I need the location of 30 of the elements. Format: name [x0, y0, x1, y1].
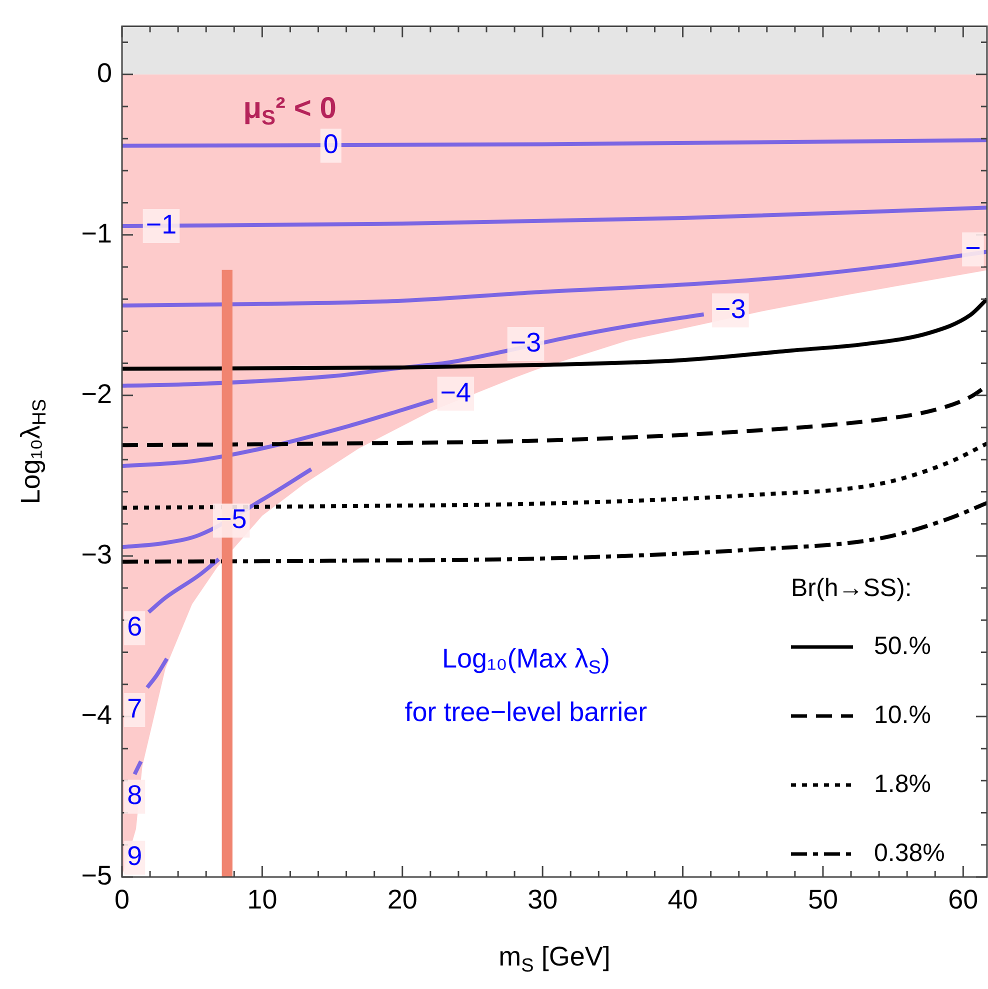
annotation: 0	[323, 129, 338, 160]
annotation: 7	[127, 694, 142, 724]
annotation: 9	[127, 841, 142, 872]
annotation: 6	[127, 612, 142, 642]
x-tick-label: 30	[528, 884, 558, 915]
legend-title: Br(h→SS):	[791, 574, 912, 602]
annotation: for tree−level barrier	[404, 697, 648, 728]
y-axis-title: Log₁₀λHS	[15, 398, 50, 504]
y-tick-label: −2	[81, 378, 112, 409]
x-tick-label: 50	[808, 884, 838, 915]
x-tick-label: 10	[247, 884, 278, 915]
annotation: 8	[127, 780, 142, 810]
annotation: −4	[440, 377, 472, 408]
x-tick-label: 20	[387, 884, 418, 915]
legend-label: 50.%	[874, 632, 931, 660]
legend-label: 10.%	[874, 700, 931, 729]
annotation: −	[965, 232, 981, 263]
legend-label: 0.38%	[874, 838, 945, 867]
y-tick-label: −5	[81, 860, 112, 890]
annotation: −1	[146, 210, 177, 240]
y-tick-label: 0	[96, 58, 112, 88]
y-tick-label: −1	[81, 218, 112, 248]
annotation: −3	[715, 294, 746, 324]
y-tick-label: −4	[81, 700, 112, 730]
x-tick-label: 60	[948, 884, 978, 915]
legend-label: 1.8%	[874, 770, 931, 798]
annotation: −5	[216, 504, 247, 534]
x-tick-label: 40	[668, 884, 698, 915]
annotation: −3	[510, 328, 542, 358]
y-tick-label: −3	[81, 539, 112, 570]
